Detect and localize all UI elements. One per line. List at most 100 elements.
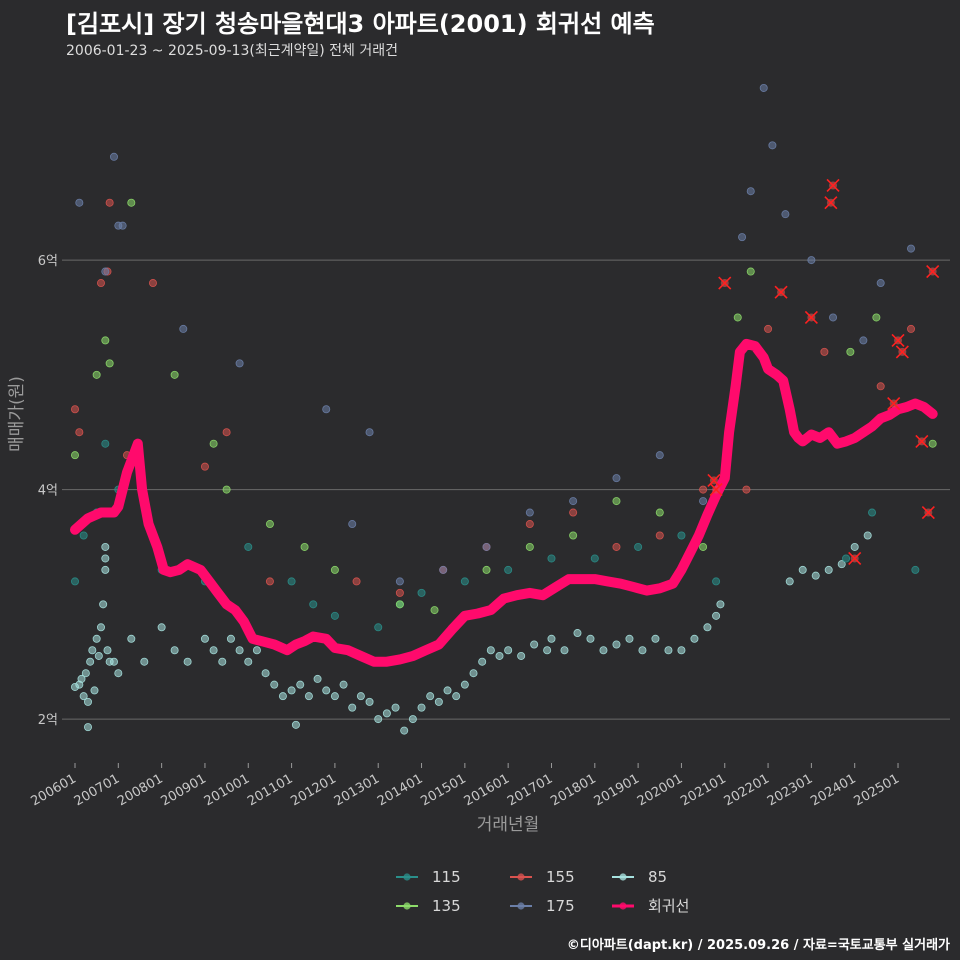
point-135 bbox=[699, 542, 708, 551]
point-175 bbox=[859, 336, 868, 345]
regression-line bbox=[70, 338, 938, 667]
cancelled-marker bbox=[921, 505, 935, 520]
point-85 bbox=[469, 669, 478, 678]
point-175 bbox=[829, 313, 838, 322]
legend-label: 회귀선 bbox=[648, 897, 689, 915]
point-115 bbox=[911, 565, 920, 574]
y-tick-label: 4억 bbox=[38, 484, 58, 499]
point-175 bbox=[348, 520, 357, 529]
point-155 bbox=[352, 577, 361, 586]
point-85 bbox=[339, 680, 348, 689]
point-85 bbox=[460, 680, 469, 689]
point-85 bbox=[400, 726, 409, 735]
point-85 bbox=[183, 657, 192, 666]
point-135 bbox=[265, 520, 274, 529]
point-85 bbox=[547, 634, 556, 643]
point-175 bbox=[807, 256, 816, 265]
legend-label: 135 bbox=[432, 897, 461, 915]
point-155 bbox=[75, 428, 84, 437]
point-115 bbox=[842, 554, 851, 563]
legend: 115 155 85 135 175 회귀선 bbox=[396, 868, 689, 915]
point-135 bbox=[105, 359, 114, 368]
x-tick-label: 202501 bbox=[852, 771, 902, 809]
point-115 bbox=[244, 542, 253, 551]
cancelled-marker bbox=[915, 434, 929, 448]
point-155 bbox=[70, 405, 79, 414]
point-85 bbox=[365, 697, 374, 706]
point-115 bbox=[712, 577, 721, 586]
cancelled-marker bbox=[826, 178, 840, 193]
point-135 bbox=[746, 267, 755, 276]
point-175 bbox=[101, 267, 110, 276]
point-175 bbox=[738, 233, 747, 242]
legend-item-175: 175 bbox=[510, 897, 575, 915]
point-85 bbox=[530, 640, 539, 649]
point-85 bbox=[209, 646, 218, 655]
point-115 bbox=[504, 565, 513, 574]
point-85 bbox=[79, 692, 88, 701]
point-85 bbox=[443, 686, 452, 695]
point-85 bbox=[244, 657, 253, 666]
legend-label: 115 bbox=[432, 868, 461, 886]
point-85 bbox=[434, 697, 443, 706]
x-tick-label: 202301 bbox=[765, 771, 815, 809]
point-175 bbox=[482, 542, 491, 551]
point-85 bbox=[127, 634, 136, 643]
scatter-points bbox=[70, 83, 937, 735]
point-175 bbox=[655, 451, 664, 460]
x-tick-label: 202001 bbox=[635, 771, 685, 809]
point-135 bbox=[612, 497, 621, 506]
point-175 bbox=[699, 497, 708, 506]
y-axis-title: 매매가(원) bbox=[7, 376, 27, 452]
legend-item-115: 115 bbox=[396, 868, 461, 886]
point-85 bbox=[261, 669, 270, 678]
point-115 bbox=[70, 577, 79, 586]
point-175 bbox=[876, 279, 885, 288]
point-85 bbox=[86, 657, 95, 666]
cancelled-marker bbox=[848, 551, 862, 566]
point-85 bbox=[785, 577, 794, 586]
point-85 bbox=[252, 646, 261, 655]
point-135 bbox=[928, 439, 937, 448]
point-85 bbox=[517, 651, 526, 660]
point-115 bbox=[330, 611, 339, 620]
point-85 bbox=[101, 554, 110, 563]
point-115 bbox=[677, 531, 686, 540]
point-85 bbox=[200, 634, 209, 643]
point-85 bbox=[94, 651, 103, 660]
point-175 bbox=[759, 83, 768, 92]
point-85 bbox=[486, 646, 495, 655]
point-85 bbox=[287, 686, 296, 695]
regression-line-path bbox=[70, 338, 938, 667]
point-85 bbox=[651, 634, 660, 643]
x-tick-label: 200601 bbox=[29, 771, 79, 809]
point-85 bbox=[81, 669, 90, 678]
point-85 bbox=[313, 674, 322, 683]
cancelled-marker bbox=[774, 285, 788, 299]
point-85 bbox=[824, 565, 833, 574]
point-115 bbox=[309, 600, 318, 609]
point-85 bbox=[426, 692, 435, 701]
point-85 bbox=[811, 571, 820, 580]
point-85 bbox=[304, 692, 313, 701]
point-85 bbox=[863, 531, 872, 540]
point-85 bbox=[291, 720, 300, 729]
x-tick-label: 201701 bbox=[505, 771, 555, 809]
point-85 bbox=[408, 715, 417, 724]
point-85 bbox=[226, 634, 235, 643]
point-85 bbox=[99, 600, 108, 609]
point-115 bbox=[868, 508, 877, 517]
point-155 bbox=[820, 347, 829, 356]
point-85 bbox=[560, 646, 569, 655]
point-135 bbox=[209, 439, 218, 448]
cancelled-marker bbox=[718, 276, 732, 290]
y-tick-label: 6억 bbox=[38, 254, 58, 269]
legend-label: 175 bbox=[546, 897, 575, 915]
x-tick-label: 201901 bbox=[592, 771, 642, 809]
point-175 bbox=[179, 324, 188, 333]
point-85 bbox=[278, 692, 287, 701]
point-135 bbox=[170, 370, 179, 379]
point-85 bbox=[348, 703, 357, 712]
point-155 bbox=[222, 428, 231, 437]
